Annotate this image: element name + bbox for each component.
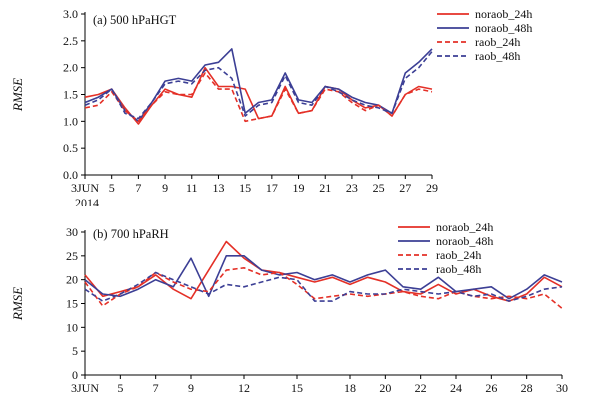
legend-label-raob_24h: raob_24h — [475, 35, 520, 49]
legend-label-noraob_24h: noraob_24h — [475, 7, 532, 21]
y-tick-label: 3.0 — [63, 7, 78, 21]
x-tick-label: 5 — [109, 181, 115, 195]
x-tick-label: 15 — [239, 181, 251, 195]
y-tick-label: 2.5 — [63, 34, 78, 48]
x-tick-label: 29 — [426, 181, 438, 195]
x-tick-label: 3JUN — [71, 181, 99, 195]
y-tick-label: 0.5 — [63, 141, 78, 155]
y-tick-label: 30 — [66, 225, 78, 239]
x-tick-label: 28 — [521, 381, 533, 395]
series-raob_48h — [84, 51, 433, 120]
x-tick-label: 27 — [399, 181, 411, 195]
series-noraob_48h — [84, 254, 563, 300]
legend-label-raob_48h: raob_48h — [475, 49, 520, 63]
x-tick-label: 3JUN — [71, 381, 99, 395]
x-tick-label: 11 — [186, 181, 198, 195]
series-noraob_24h — [84, 240, 563, 302]
y-axis-title: RMSE — [10, 78, 25, 112]
x-tick-label: 22 — [415, 381, 427, 395]
series-noraob_24h — [84, 66, 433, 125]
y-tick-label: 1.5 — [63, 88, 78, 102]
x-tick-label: 19 — [293, 181, 305, 195]
x-tick-label: 9 — [162, 181, 168, 195]
x-tick-label: 20 — [379, 381, 391, 395]
x-tick-label: 12 — [238, 381, 250, 395]
panel-title: (a) 500 hPaHGT — [93, 13, 177, 27]
x-tick-label: 7 — [135, 181, 141, 195]
x-tick-label: 30 — [556, 381, 568, 395]
y-tick-label: 2.0 — [63, 61, 78, 75]
y-tick-label: 15 — [66, 297, 78, 311]
x-tick-label: 5 — [117, 381, 123, 395]
legend-label-noraob_48h: noraob_48h — [475, 21, 532, 35]
legend-label-raob_48h: raob_48h — [436, 262, 481, 276]
chart-panel-b: 0 5 10 15 20 25 30 3JUN 5 7 9 12 15 18 20 22 24 26 28 30 (b)… — [10, 220, 568, 395]
x-tick-label: 23 — [346, 181, 358, 195]
series-raob_24h — [84, 266, 563, 309]
legend-label-raob_24h: raob_24h — [436, 248, 481, 262]
y-tick-label: 0 — [72, 368, 78, 382]
x-tick-label: 25 — [373, 181, 385, 195]
y-tick-label: 0.0 — [63, 168, 78, 182]
x-tick-label: 26 — [485, 381, 497, 395]
series-raob_24h — [84, 72, 433, 123]
x-tick-label: 21 — [319, 181, 331, 195]
x-tick-label: 9 — [188, 381, 194, 395]
y-tick-label: 25 — [66, 249, 78, 263]
x-tick-label: 7 — [153, 381, 159, 395]
series-noraob_48h — [84, 48, 433, 123]
panel-title: (b) 700 hPaRH — [93, 227, 169, 241]
y-tick-label: 10 — [66, 320, 78, 334]
x-tick-label: 24 — [450, 381, 462, 395]
x-year-label: 2014 — [75, 196, 99, 206]
y-tick-label: 1.0 — [63, 114, 78, 128]
chart-panel-a: 0.0 0.5 1.0 1.5 2.0 2.5 3.0 3JUN 5 7 9 11 13 15 17 19 21… — [10, 7, 532, 206]
series-raob_48h — [84, 271, 563, 302]
x-tick-label: 18 — [344, 381, 356, 395]
y-axis-title: RMSE — [10, 287, 25, 321]
y-tick-label: 5 — [72, 344, 78, 358]
y-tick-label: 20 — [66, 273, 78, 287]
x-tick-label: 15 — [291, 381, 303, 395]
legend-label-noraob_24h: noraob_24h — [436, 220, 493, 234]
x-tick-label: 17 — [266, 181, 278, 195]
x-tick-label: 13 — [212, 181, 224, 195]
legend-label-noraob_48h: noraob_48h — [436, 234, 493, 248]
